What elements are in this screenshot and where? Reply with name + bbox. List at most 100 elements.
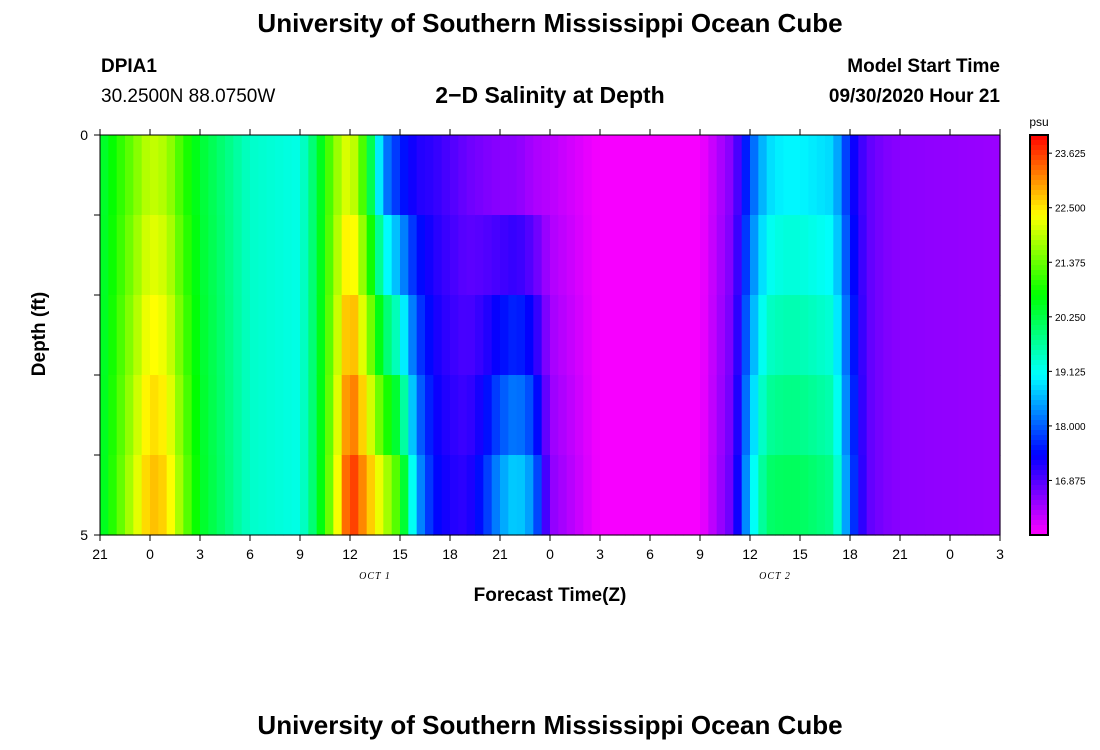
heatmap-cell [900, 215, 909, 296]
heatmap-cell [858, 135, 868, 216]
heatmap-cell [875, 135, 884, 216]
heatmap-cell [866, 135, 876, 216]
colorbar-tick-label: 19.125 [1055, 367, 1086, 378]
colorbar-segment [1030, 495, 1048, 501]
heatmap-cell [741, 455, 751, 536]
heatmap-cell [200, 455, 209, 536]
heatmap-cell [766, 375, 776, 456]
heatmap-cell [916, 455, 926, 536]
heatmap-cell [816, 135, 826, 216]
heatmap-cell [500, 295, 509, 376]
heatmap-cell [925, 375, 934, 456]
colorbar-segment [1030, 260, 1048, 266]
heatmap-cell [258, 135, 268, 216]
colorbar-segment [1030, 525, 1048, 531]
colorbar-segment [1030, 380, 1048, 386]
heatmap-cell [183, 295, 193, 376]
heatmap-cell [241, 215, 251, 296]
colorbar-segment [1030, 515, 1048, 521]
heatmap-cell [991, 215, 1001, 296]
heatmap-cell [966, 375, 976, 456]
heatmap-cell [700, 295, 709, 376]
heatmap-cell [600, 215, 609, 296]
heatmap-cell [408, 295, 418, 376]
heatmap-cell [175, 375, 184, 456]
heatmap-cell [458, 215, 468, 296]
heatmap-cell [141, 215, 151, 296]
heatmap-cell [841, 455, 851, 536]
colorbar-segment [1030, 435, 1048, 441]
heatmap-cell [200, 215, 209, 296]
heatmap-cell [158, 375, 168, 456]
heatmap-cell [675, 215, 684, 296]
heatmap-cell [641, 455, 651, 536]
colorbar-segment [1030, 430, 1048, 436]
heatmap-cell [958, 215, 968, 296]
heatmap-cell [391, 135, 401, 216]
heatmap-cell [816, 295, 826, 376]
heatmap-cell [766, 455, 776, 536]
heatmap-cell [916, 295, 926, 376]
heatmap-cell [350, 215, 359, 296]
heatmap-cell [583, 455, 593, 536]
heatmap-cell [316, 295, 326, 376]
heatmap-cell [466, 135, 476, 216]
heatmap-cell [933, 375, 943, 456]
heatmap-cell [733, 135, 743, 216]
heatmap-cell [133, 215, 143, 296]
heatmap-cell [933, 215, 943, 296]
heatmap-cell [483, 295, 493, 376]
heatmap-cell [125, 375, 134, 456]
heatmap-cell [191, 375, 201, 456]
heatmap-cell [716, 375, 726, 456]
heatmap-cell [166, 295, 176, 376]
x-tick-label: 3 [996, 546, 1004, 562]
heatmap-cell [408, 135, 418, 216]
heatmap-cell [575, 215, 584, 296]
heatmap-cell [650, 215, 659, 296]
x-tick-label: 9 [696, 546, 704, 562]
heatmap-cell [433, 215, 443, 296]
colorbar-segment [1030, 390, 1048, 396]
heatmap-cell [550, 455, 559, 536]
colorbar-segment [1030, 140, 1048, 146]
heatmap-cell [808, 135, 818, 216]
colorbar-segment [1030, 400, 1048, 406]
heatmap-cell [666, 215, 676, 296]
colorbar-segment [1030, 150, 1048, 156]
heatmap-cell [383, 455, 393, 536]
heatmap-cell [616, 215, 626, 296]
colorbar-segment [1030, 295, 1048, 301]
heatmap-cell [100, 375, 109, 456]
heatmap-cell [466, 375, 476, 456]
heatmap-cell [683, 135, 693, 216]
colorbar-segment [1030, 485, 1048, 491]
heatmap-cell [291, 455, 301, 536]
heatmap-cell [941, 295, 951, 376]
heatmap-cell [291, 215, 301, 296]
x-axis: 21 0 3 6 9 12 15 18 21 0 3 6 9 12 15 18 21 0 3 OCT 1 OCT 2 [92, 129, 1004, 582]
heatmap-cell [541, 135, 551, 216]
heatmap-cell [600, 455, 609, 536]
heatmap-cell [791, 215, 801, 296]
heatmap-cell [233, 215, 243, 296]
heatmap-cell [750, 215, 759, 296]
heatmap-cell [466, 215, 476, 296]
heatmap-cell [941, 135, 951, 216]
heatmap-cell [250, 135, 259, 216]
heatmap-cell [225, 375, 234, 456]
heatmap-cell [850, 215, 859, 296]
heatmap-cell [841, 215, 851, 296]
heatmap-cell [866, 295, 876, 376]
heatmap-cell [650, 455, 659, 536]
heatmap-cell [966, 295, 976, 376]
colorbar-segment [1030, 275, 1048, 281]
x-tick-label: 15 [392, 546, 408, 562]
heatmap-cell [150, 375, 159, 456]
heatmap-cell [975, 135, 984, 216]
heatmap-cell [333, 455, 343, 536]
heatmap-cell [325, 455, 334, 536]
heatmap-cell [316, 135, 326, 216]
x-tick-label: 6 [246, 546, 254, 562]
heatmap-cell [108, 135, 118, 216]
